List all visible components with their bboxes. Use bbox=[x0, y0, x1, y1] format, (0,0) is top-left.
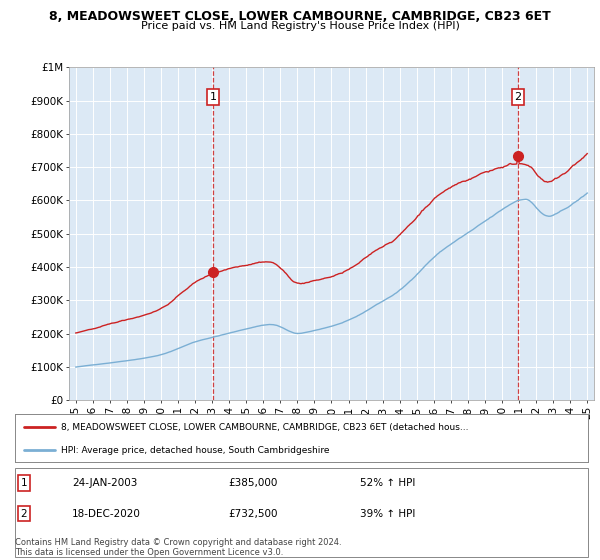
Text: 2: 2 bbox=[514, 92, 521, 102]
Text: 8, MEADOWSWEET CLOSE, LOWER CAMBOURNE, CAMBRIDGE, CB23 6ET (detached hous...: 8, MEADOWSWEET CLOSE, LOWER CAMBOURNE, C… bbox=[61, 423, 469, 432]
Text: Price paid vs. HM Land Registry's House Price Index (HPI): Price paid vs. HM Land Registry's House … bbox=[140, 21, 460, 31]
Text: 18-DEC-2020: 18-DEC-2020 bbox=[72, 509, 141, 519]
Text: 1: 1 bbox=[209, 92, 217, 102]
Text: HPI: Average price, detached house, South Cambridgeshire: HPI: Average price, detached house, Sout… bbox=[61, 446, 329, 455]
Text: £732,500: £732,500 bbox=[228, 509, 277, 519]
Text: 39% ↑ HPI: 39% ↑ HPI bbox=[360, 509, 415, 519]
Text: 24-JAN-2003: 24-JAN-2003 bbox=[72, 478, 137, 488]
Text: Contains HM Land Registry data © Crown copyright and database right 2024.
This d: Contains HM Land Registry data © Crown c… bbox=[15, 538, 341, 557]
Text: 52% ↑ HPI: 52% ↑ HPI bbox=[360, 478, 415, 488]
Text: £385,000: £385,000 bbox=[228, 478, 277, 488]
Text: 8, MEADOWSWEET CLOSE, LOWER CAMBOURNE, CAMBRIDGE, CB23 6ET: 8, MEADOWSWEET CLOSE, LOWER CAMBOURNE, C… bbox=[49, 10, 551, 23]
Text: 1: 1 bbox=[20, 478, 28, 488]
Text: 2: 2 bbox=[20, 509, 28, 519]
